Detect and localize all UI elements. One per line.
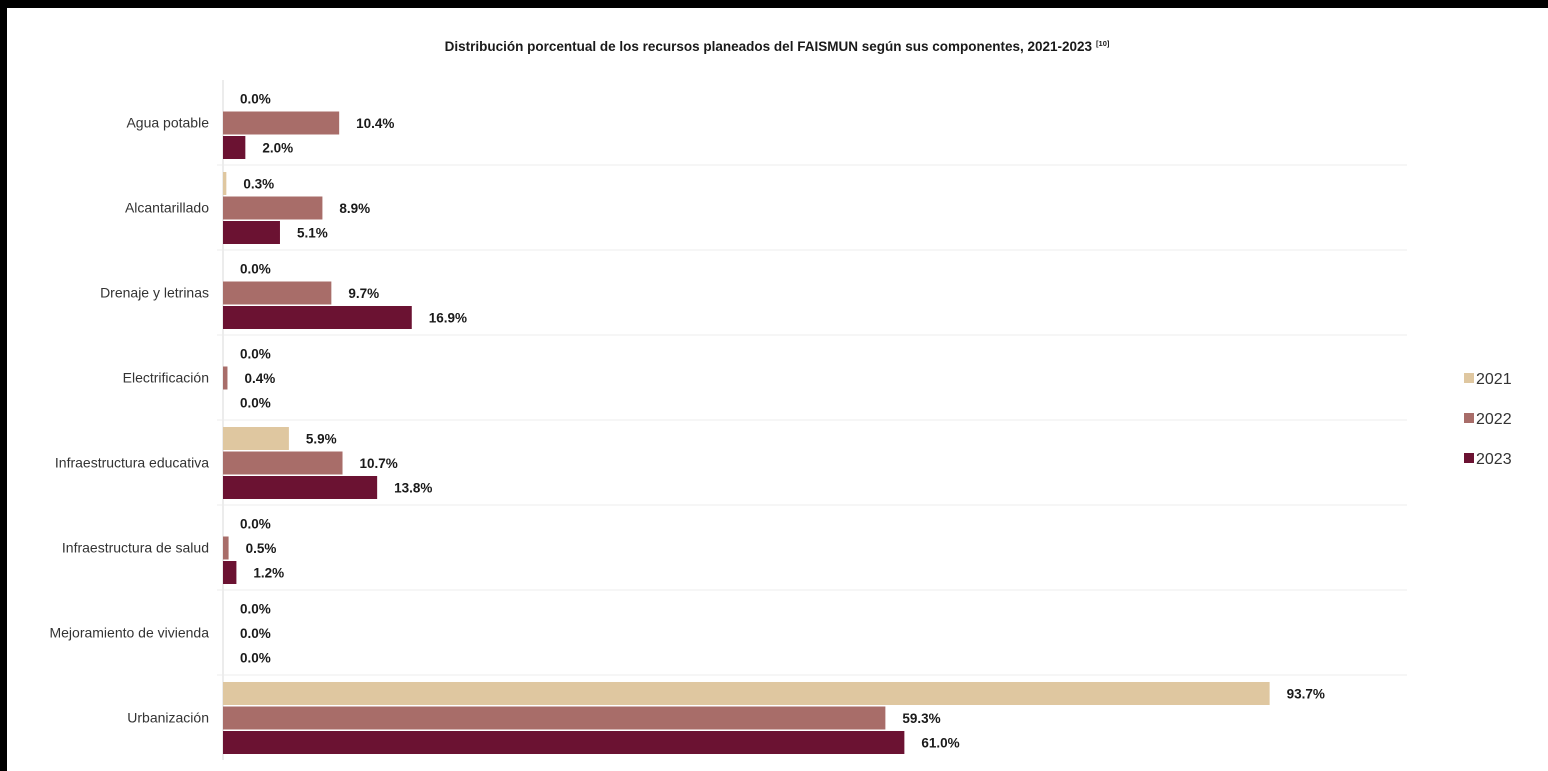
legend-label-2022: 2022 [1476,411,1512,428]
plot-area: Agua potable 0.0% 10.4% 2.0% Alcantarillado 0… [49,80,1407,760]
data-label-2022: 0.4% [244,371,275,386]
data-label-2021: 0.3% [243,177,274,192]
bar-2022 [223,451,343,475]
data-label-2022: 0.0% [240,626,271,641]
bar-2021 [223,172,227,195]
data-label-2022: 8.9% [339,201,370,216]
data-label-2021: 0.0% [240,517,271,532]
data-label-2021: 93.7% [1287,687,1325,702]
chart-title-text: Distribución porcentual de los recursos … [445,39,1093,54]
data-label-2022: 59.3% [902,711,940,726]
bar-2023 [223,561,237,584]
data-label-2022: 10.4% [356,116,394,131]
legend: 2021 2022 2023 [1464,371,1512,468]
data-label-2021: 0.0% [240,602,271,617]
data-label-2023: 16.9% [429,311,467,326]
legend-swatch-2022 [1464,413,1474,423]
bar-2021 [223,682,1270,705]
category-label: Electrificación [123,370,209,386]
chart-title-superscript: [10] [1096,39,1110,48]
legend-swatch-2021 [1464,373,1474,383]
chart-title: Distribución porcentual de los recursos … [445,39,1110,54]
data-label-2023: 0.0% [240,651,271,666]
data-label-2021: 5.9% [306,432,337,447]
category-label: Mejoramiento de vivienda [49,625,209,641]
data-label-2023: 13.8% [394,481,432,496]
data-label-2023: 5.1% [297,226,328,241]
bar-2021 [223,427,289,450]
bar-2022 [223,281,332,305]
chart-panel: Distribución porcentual de los recursos … [7,8,1548,771]
bar-chart: Distribución porcentual de los recursos … [49,39,1512,760]
legend-swatch-2023 [1464,453,1474,463]
legend-label-2023: 2023 [1476,451,1512,468]
data-label-2021: 0.0% [240,262,271,277]
category-label: Infraestructura educativa [55,455,209,471]
data-label-2023: 2.0% [262,141,293,156]
data-label-2023: 0.0% [240,396,271,411]
data-label-2023: 1.2% [253,566,284,581]
bar-2023 [223,476,378,499]
legend-label-2021: 2021 [1476,371,1512,388]
bar-2023 [223,306,412,329]
bar-2022 [223,536,229,560]
data-label-2022: 9.7% [348,286,379,301]
bar-2022 [223,111,340,135]
bar-2023 [223,136,246,159]
data-label-2022: 0.5% [246,541,277,556]
bar-2022 [223,196,323,220]
category-label: Agua potable [126,115,209,131]
category-label: Drenaje y letrinas [100,285,209,301]
data-label-2021: 0.0% [240,347,271,362]
data-label-2023: 61.0% [921,736,959,751]
bar-2022 [223,366,228,390]
data-label-2021: 0.0% [240,92,271,107]
data-label-2022: 10.7% [360,456,398,471]
category-label: Alcantarillado [125,200,209,216]
category-label: Urbanización [127,710,209,726]
bar-2022 [223,706,886,730]
bar-2023 [223,221,280,244]
category-label: Infraestructura de salud [62,540,209,556]
bar-2023 [223,731,905,754]
